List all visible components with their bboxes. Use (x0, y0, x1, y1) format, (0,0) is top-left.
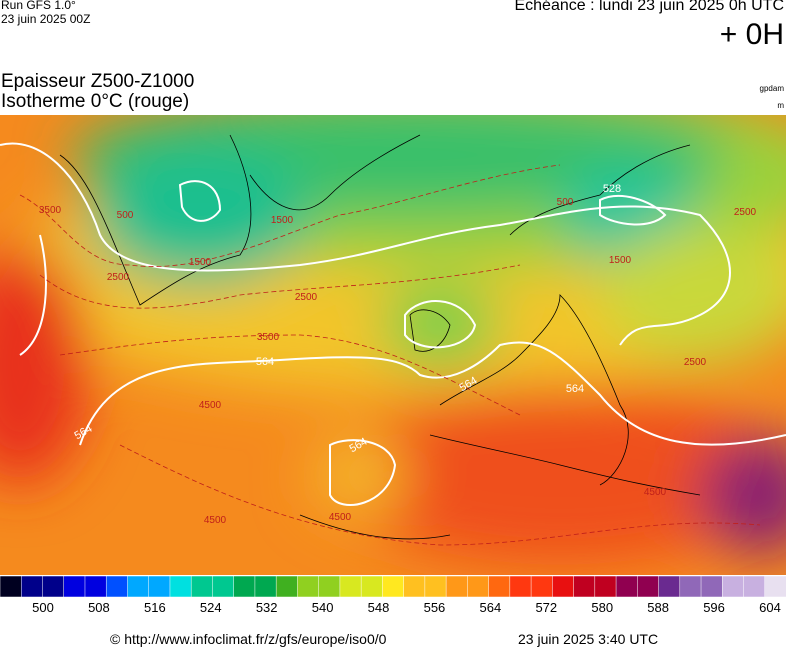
source-url: © http://www.infoclimat.fr/z/gfs/europe/… (110, 631, 387, 647)
freezing-level-label: 3500 (39, 205, 62, 216)
freezing-level-label: 500 (117, 210, 134, 221)
colorbar-swatch (254, 575, 277, 598)
colorbar-ticks: 500 508 516 524 532 540 548 556 564 572 580 588 596 6… (0, 600, 786, 618)
colorbar-swatch (127, 575, 150, 598)
freezing-level-label: 2500 (734, 207, 757, 218)
colorbar-swatch (722, 575, 745, 598)
colorbar-swatch (148, 575, 171, 598)
colorbar-tick-label: 500 (32, 600, 54, 615)
colorbar-tick-label: 588 (647, 600, 669, 615)
colorbar-swatch (552, 575, 575, 598)
footer-date: 23 juin 2025 3:40 UTC (518, 631, 659, 647)
colorbar-swatch (20, 575, 44, 598)
colorbar-swatch (403, 575, 426, 598)
freezing-level-label: 2500 (107, 272, 130, 283)
colorbar-swatch (63, 575, 86, 598)
colorbar (0, 575, 786, 598)
freezing-level-label: 1500 (609, 255, 632, 266)
colorbar-swatch (743, 575, 766, 598)
colorbar-tick-label: 516 (143, 600, 166, 615)
colorbar-swatch (297, 575, 320, 598)
freezing-level-label: 4500 (204, 515, 227, 526)
colorbar-swatch (573, 575, 596, 598)
colorbar-swatch (637, 575, 660, 598)
colorbar-swatch (615, 575, 639, 598)
freezing-level-label: 2500 (295, 292, 318, 303)
colorbar-tick-label: 596 (703, 600, 725, 615)
colorbar-tick-label: 548 (367, 600, 390, 615)
valid-time: Echéance : lundi 23 juin 2025 0h UTC (514, 0, 784, 14)
freezing-level-label: 4500 (199, 400, 222, 411)
colorbar-swatch (530, 575, 554, 598)
colorbar-swatch (764, 575, 786, 598)
freezing-level-label: 4500 (329, 512, 352, 523)
colorbar-swatch (467, 575, 490, 598)
colorbar-swatch (382, 575, 405, 598)
colorbar-swatch (169, 575, 192, 598)
unit-m: m (777, 101, 784, 110)
colorbar-swatch (275, 575, 299, 598)
thickness-label: 528 (603, 183, 621, 195)
colorbar-swatch (318, 575, 341, 598)
colorbar-swatch (360, 575, 384, 598)
freezing-level-label: 4500 (644, 487, 667, 498)
forecast-step: + 0H (719, 18, 784, 51)
colorbar-swatch (658, 575, 681, 598)
freezing-level-label: 500 (557, 197, 574, 208)
freezing-level-label: 1500 (271, 215, 294, 226)
colorbar-swatch (594, 575, 617, 598)
colorbar-swatch (679, 575, 702, 598)
colorbar-tick-label: 564 (479, 600, 502, 615)
colorbar-tick-label: 508 (88, 600, 110, 615)
colorbar-swatch (105, 575, 129, 598)
unit-gpdam: gpdam (759, 84, 784, 93)
colorbar-swatch (424, 575, 447, 598)
run-date: 23 juin 2025 00Z (1, 12, 91, 26)
colorbar-swatch (233, 575, 256, 598)
colorbar-tick-label: 572 (535, 600, 558, 615)
colorbar-tick-label: 580 (591, 600, 614, 615)
thickness-label: 564 (256, 356, 274, 368)
run-label: Run GFS 1.0° (1, 0, 76, 12)
colorbar-swatch (339, 575, 362, 598)
colorbar-swatch (0, 575, 22, 598)
freezing-level-label: 3500 (257, 332, 280, 343)
thickness-contours (0, 142, 786, 506)
colorbar-swatch (488, 575, 511, 598)
colorbar-tick-label: 524 (199, 600, 222, 615)
colorbar-swatch (509, 575, 532, 598)
colorbar-swatch (700, 575, 724, 598)
colorbar-tick-label: 532 (255, 600, 278, 615)
thickness-label: 564 (566, 383, 584, 395)
title-line2: Isotherme 0°C (rouge) (1, 91, 190, 112)
colorbar-swatch (42, 575, 65, 598)
colorbar-swatch (212, 575, 235, 598)
colorbar-swatch (84, 575, 107, 598)
map: 5285645645645645645001500150025002500350… (0, 115, 786, 575)
colorbar-swatch (445, 575, 469, 598)
colorbar-tick-label: 604 (759, 600, 781, 615)
freezing-level-label: 2500 (684, 357, 707, 368)
colorbar-tick-label: 540 (311, 600, 334, 615)
thickness-field (0, 115, 786, 575)
colorbar-tick-label: 556 (423, 600, 446, 615)
freezing-level-label: 1500 (189, 257, 212, 268)
colorbar-swatch (190, 575, 214, 598)
freezing-level-contours (19, 164, 761, 546)
title-line1: Epaisseur Z500-Z1000 (1, 71, 195, 92)
